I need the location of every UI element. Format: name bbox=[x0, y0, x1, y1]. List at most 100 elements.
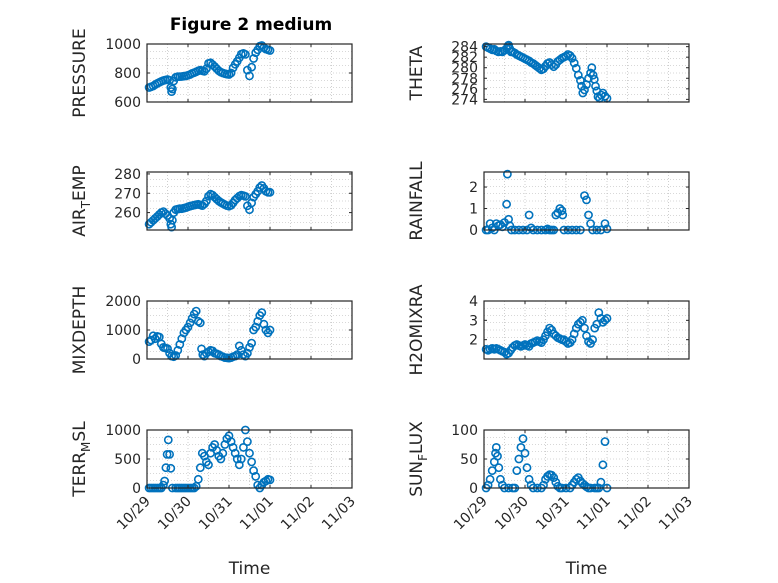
data-point bbox=[193, 474, 203, 484]
figure-title: Figure 2 medium bbox=[170, 15, 332, 35]
data-point bbox=[238, 350, 248, 359]
data-point bbox=[543, 471, 552, 481]
data-point bbox=[185, 318, 195, 328]
y-tick-label: 276 bbox=[451, 82, 478, 98]
data-point bbox=[201, 196, 211, 206]
data-point bbox=[502, 169, 512, 179]
y-tick-label: 600 bbox=[114, 95, 141, 111]
data-point bbox=[551, 477, 561, 487]
data-point bbox=[580, 191, 589, 200]
data-point bbox=[183, 322, 193, 332]
data-point bbox=[265, 325, 275, 335]
data-point bbox=[245, 342, 254, 352]
axes-box bbox=[483, 300, 690, 360]
data-point bbox=[195, 318, 205, 328]
data-point bbox=[584, 210, 593, 220]
y-axis-label: RAINFALL bbox=[407, 161, 427, 241]
data-point bbox=[514, 454, 524, 464]
y-axis-label: THETA bbox=[407, 45, 427, 101]
x-tick-label: 10/30 bbox=[492, 494, 532, 534]
data-point bbox=[600, 315, 610, 325]
data-point bbox=[247, 338, 256, 348]
data-point bbox=[201, 64, 211, 74]
data-point bbox=[549, 473, 559, 482]
data-point bbox=[245, 71, 254, 81]
data-point bbox=[602, 224, 612, 234]
y-tick-label: 2000 bbox=[105, 294, 141, 310]
y-tick-label: 284 bbox=[451, 40, 478, 56]
data-point bbox=[204, 191, 213, 201]
y-tick-label: 274 bbox=[451, 92, 478, 108]
data-point bbox=[600, 437, 610, 446]
x-tick-label: 10/31 bbox=[533, 494, 573, 534]
data-point bbox=[576, 76, 585, 85]
y-tick-label: 1000 bbox=[105, 37, 141, 53]
data-point bbox=[493, 451, 502, 461]
data-point bbox=[191, 306, 201, 316]
y-tick-label: 2 bbox=[469, 180, 478, 196]
data-point bbox=[158, 480, 168, 490]
data-point bbox=[578, 315, 587, 325]
y-tick-label: 278 bbox=[451, 71, 478, 87]
data-point bbox=[591, 81, 600, 91]
data-point bbox=[163, 344, 172, 353]
x-tick-label: 11/01 bbox=[574, 494, 614, 534]
data-point bbox=[197, 344, 206, 354]
data-point bbox=[247, 457, 256, 467]
data-point bbox=[167, 84, 177, 94]
axes-box bbox=[146, 171, 353, 231]
data-point bbox=[600, 219, 610, 228]
y-tick-label: 100 bbox=[451, 423, 478, 439]
data-point bbox=[588, 335, 597, 345]
y-tick-label: 260 bbox=[114, 206, 141, 222]
y-axis-label: PRESSURE bbox=[70, 28, 90, 117]
panel-terr-msl: 0 500 1000 10/29 10/30 10/31 11/01 11/02 11/03 Ti… bbox=[70, 421, 359, 579]
data-point bbox=[545, 323, 554, 333]
y-axis-label: H2OMIXRA bbox=[407, 284, 427, 375]
data-point bbox=[240, 191, 250, 201]
y-tick-label: 280 bbox=[451, 61, 478, 77]
data-point bbox=[226, 200, 236, 210]
data-point bbox=[602, 313, 612, 323]
x-tick-label: 11/01 bbox=[237, 494, 277, 534]
y-tick-label: 4 bbox=[469, 294, 478, 310]
data-point bbox=[520, 448, 530, 458]
axes-box bbox=[483, 43, 690, 103]
x-tick-label: 11/03 bbox=[656, 494, 696, 534]
y-tick-label: 270 bbox=[114, 186, 141, 202]
y-tick-label: 1 bbox=[469, 202, 478, 218]
data-point bbox=[218, 448, 228, 458]
data-point bbox=[195, 463, 205, 473]
data-point bbox=[163, 435, 173, 445]
data-point bbox=[265, 475, 275, 485]
data-point bbox=[502, 199, 511, 209]
data-point bbox=[522, 463, 532, 473]
data-point bbox=[485, 474, 495, 484]
data-point bbox=[567, 53, 577, 63]
data-point bbox=[236, 454, 246, 464]
panel-air-temp: 260 270 280 AIRTEMP bbox=[70, 165, 353, 237]
panel-rainfall: 0 1 2 RAINFALL bbox=[407, 161, 690, 241]
data-point bbox=[491, 442, 501, 452]
y-axis-label: MIXDEPTH bbox=[70, 286, 90, 375]
data-point bbox=[251, 471, 261, 481]
y-axis-label: TERRMSL bbox=[70, 421, 93, 498]
data-point bbox=[571, 474, 581, 484]
data-point bbox=[204, 460, 213, 470]
y-tick-label: 1000 bbox=[105, 423, 141, 439]
data-point bbox=[257, 308, 267, 317]
y-tick-label: 2 bbox=[469, 333, 478, 349]
data-point bbox=[512, 466, 522, 475]
data-point bbox=[580, 85, 589, 95]
data-point bbox=[226, 68, 236, 78]
panel-mixdepth: 0 1000 2000 MIXDEPTH bbox=[70, 286, 353, 375]
y-tick-label: 1000 bbox=[105, 323, 141, 339]
data-point bbox=[234, 341, 244, 351]
data-point bbox=[230, 351, 240, 361]
series-markers bbox=[481, 308, 612, 359]
data-point bbox=[261, 476, 271, 486]
data-point bbox=[553, 481, 563, 491]
data-point bbox=[265, 187, 275, 197]
data-point bbox=[586, 68, 595, 78]
